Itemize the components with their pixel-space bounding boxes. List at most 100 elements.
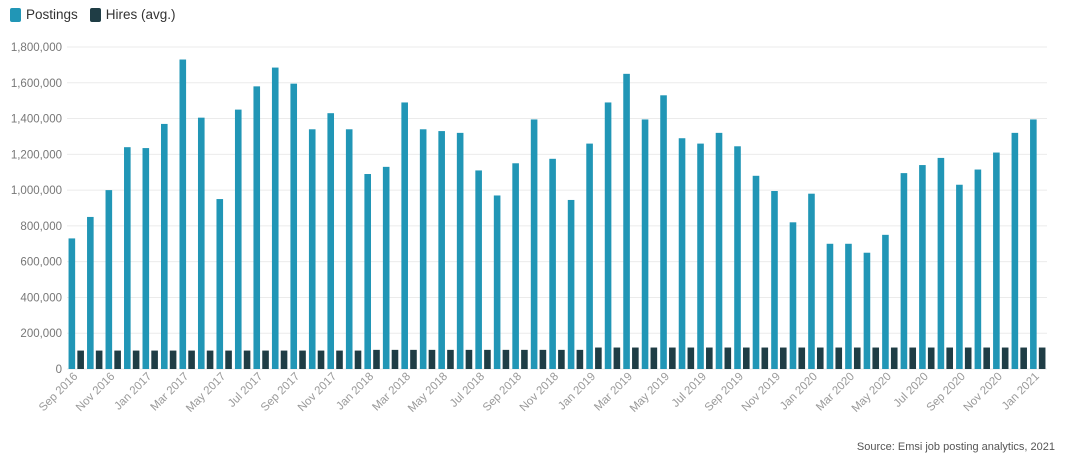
bar-hires [632, 347, 639, 369]
bar-postings [937, 157, 945, 369]
bar-hires [853, 347, 861, 369]
bar-postings [715, 132, 723, 369]
y-tick-label: 1,400,000 [11, 114, 62, 126]
bar-postings [586, 143, 593, 369]
bar-postings [364, 174, 371, 369]
bar-hires [613, 347, 621, 369]
bar-hires [151, 350, 158, 369]
bar-hires [964, 347, 972, 369]
x-tick-label: Nov 2020 [962, 371, 1005, 414]
bar-postings [604, 102, 612, 369]
bar-postings [789, 222, 797, 369]
bar-hires [595, 347, 602, 369]
bar-postings [808, 193, 815, 369]
bar-postings [234, 109, 242, 369]
bar-hires [410, 349, 417, 369]
bar-postings [253, 86, 261, 369]
x-tick-label: May 2017 [184, 371, 228, 415]
bar-postings [641, 119, 649, 369]
bar-postings [752, 175, 760, 369]
y-tick-label: 600,000 [20, 257, 62, 269]
bar-postings [105, 190, 113, 369]
bar-postings [697, 143, 704, 369]
bar-hires [872, 347, 880, 369]
legend-item-hires[interactable]: Hires (avg.) [89, 7, 176, 22]
legend-item-postings[interactable]: Postings [10, 7, 78, 22]
bar-hires [558, 349, 565, 369]
bar-postings [87, 216, 94, 369]
bar-hires [188, 350, 195, 369]
y-tick-label: 0 [56, 364, 62, 376]
y-tick-label: 800,000 [20, 221, 62, 233]
bar-hires [909, 347, 917, 369]
bar-hires [114, 350, 121, 369]
bar-postings [216, 199, 224, 369]
bar-hires [1020, 347, 1027, 369]
bar-hires [77, 350, 84, 369]
bar-postings [1011, 132, 1019, 369]
bar-hires [761, 347, 769, 369]
x-tick-label: Jan 2019 [556, 371, 598, 413]
x-tick-label: Sep 2017 [259, 371, 302, 414]
bar-hires [724, 347, 732, 369]
bar-postings [845, 243, 852, 369]
legend-swatch-hires [89, 7, 101, 22]
bar-hires [1001, 347, 1009, 369]
bar-hires [225, 350, 232, 369]
bar-postings [771, 191, 778, 369]
bar-hires [779, 347, 787, 369]
bar-hires [95, 350, 103, 369]
bar-hires [484, 349, 491, 369]
bar-postings [956, 184, 963, 369]
legend-label-postings: Postings [26, 7, 78, 22]
y-tick-label: 1,200,000 [11, 149, 62, 161]
bar-postings [419, 129, 427, 369]
bar-hires [169, 350, 177, 369]
bar-hires [132, 350, 140, 369]
x-tick-label: Sep 2020 [925, 371, 968, 414]
bar-hires [1038, 347, 1046, 369]
bar-postings [993, 152, 1000, 369]
bar-postings [678, 138, 686, 369]
bar-hires [798, 347, 806, 369]
bar-hires [428, 349, 436, 369]
bar-hires [743, 347, 750, 369]
bar-postings [826, 243, 834, 369]
bar-postings [900, 173, 908, 369]
bar-hires [280, 350, 288, 369]
bar-postings [160, 123, 168, 369]
bar-postings [919, 165, 926, 369]
bar-postings [456, 132, 464, 369]
x-tick-label: Nov 2017 [296, 371, 339, 414]
bar-hires [243, 350, 251, 369]
x-tick-label: Sep 2019 [703, 371, 746, 414]
bar-postings [290, 83, 298, 369]
bar-postings [863, 252, 871, 369]
bar-postings [308, 129, 316, 369]
bar-postings [660, 95, 667, 370]
bar-postings [623, 73, 630, 369]
bar-postings [530, 119, 538, 369]
x-tick-label: Jan 2021 [1000, 371, 1042, 413]
bar-postings [197, 117, 205, 370]
bar-postings [345, 129, 353, 369]
bar-hires [391, 349, 399, 369]
bar-hires [706, 347, 713, 369]
bar-hires [317, 350, 325, 369]
bar-hires [576, 349, 584, 369]
bar-hires [502, 349, 510, 369]
x-tick-label: May 2020 [850, 371, 894, 415]
y-tick-label: 1,800,000 [11, 42, 62, 54]
x-tick-label: Sep 2016 [37, 371, 80, 414]
x-tick-label: May 2018 [406, 371, 450, 415]
bar-postings [68, 238, 76, 369]
bar-postings [512, 163, 519, 369]
x-tick-label: Jan 2018 [334, 371, 376, 413]
bar-hires [354, 350, 362, 369]
bar-postings [549, 158, 556, 369]
y-tick-label: 400,000 [20, 292, 62, 304]
bar-postings [734, 146, 741, 369]
bar-hires [983, 347, 990, 369]
